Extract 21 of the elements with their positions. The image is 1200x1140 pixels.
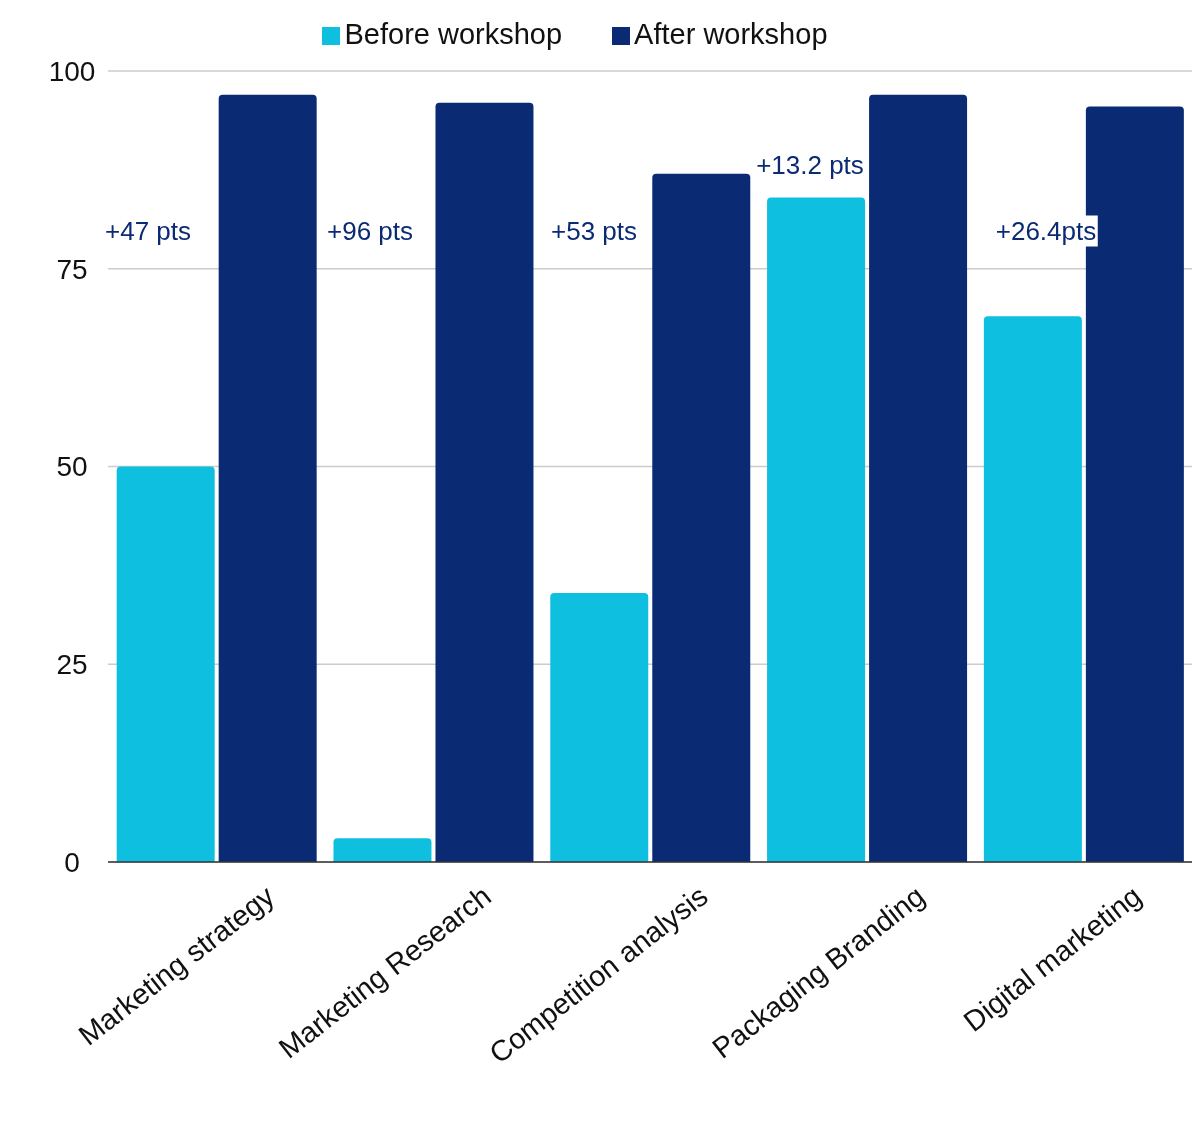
bar xyxy=(116,466,215,862)
bar xyxy=(652,173,751,862)
legend-label: After workshop xyxy=(634,18,828,50)
y-tick-label: 100 xyxy=(48,55,96,87)
annotation: +26.4pts xyxy=(993,215,1099,247)
bar xyxy=(218,94,317,862)
y-tick-label: 0 xyxy=(64,846,80,878)
bar xyxy=(435,102,534,862)
legend-label: Before workshop xyxy=(344,18,563,50)
bar xyxy=(550,593,649,862)
bar xyxy=(983,316,1082,862)
y-tick-label: 75 xyxy=(56,253,88,285)
bar xyxy=(333,838,432,862)
y-tick-label: 25 xyxy=(56,649,88,681)
annotation: +96 pts xyxy=(324,215,416,247)
annotation: +47 pts xyxy=(102,215,194,247)
annotation: +13.2 pts xyxy=(754,149,866,181)
annotation: +53 pts xyxy=(548,215,640,247)
bar xyxy=(869,94,968,862)
y-tick-label: 50 xyxy=(56,451,88,483)
bar xyxy=(767,197,866,862)
